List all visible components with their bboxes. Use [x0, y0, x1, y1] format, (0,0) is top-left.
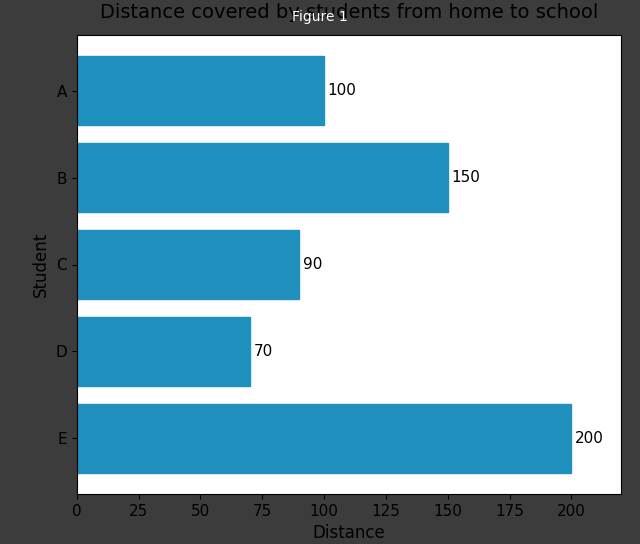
Text: 100: 100 [328, 83, 356, 98]
Bar [77, 230, 300, 299]
X-axis label: Distance: Distance [312, 524, 385, 542]
Text: 150: 150 [451, 170, 480, 185]
Bar [77, 317, 250, 386]
Title: Distance covered by students from home to school: Distance covered by students from home t… [100, 3, 598, 22]
Bar [77, 56, 324, 126]
Text: 70: 70 [253, 344, 273, 359]
Bar [77, 404, 572, 473]
Text: 90: 90 [303, 257, 323, 272]
Y-axis label: Student: Student [32, 232, 50, 297]
Text: Figure 1: Figure 1 [292, 10, 348, 24]
Text: 200: 200 [575, 431, 604, 446]
Bar [77, 143, 448, 212]
